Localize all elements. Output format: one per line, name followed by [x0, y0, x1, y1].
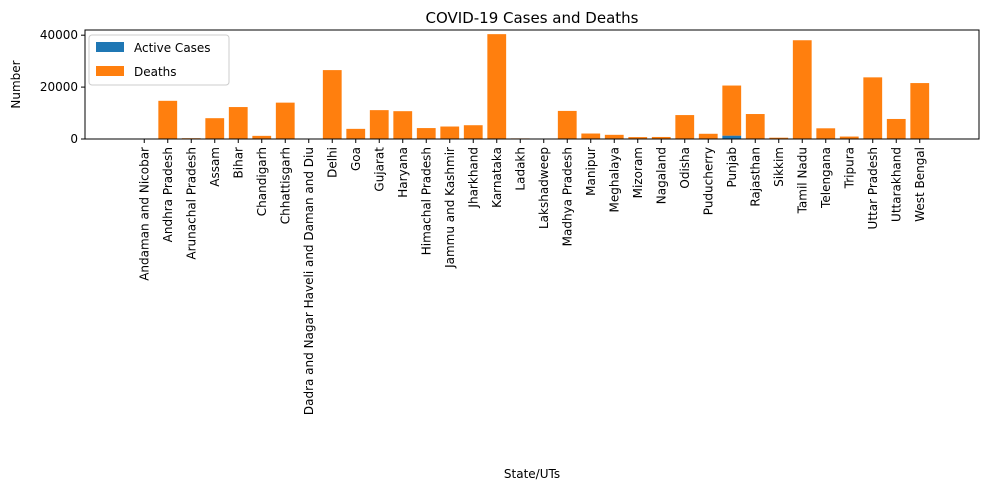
chart-title: COVID-19 Cases and Deaths — [426, 9, 639, 27]
x-tick-label: Madhya Pradesh — [560, 147, 574, 246]
x-tick-label: Chandigarh — [255, 147, 269, 216]
x-tick-label: Puducherry — [701, 147, 715, 215]
x-tick-label: Bihar — [231, 147, 245, 179]
x-tick-label: Assam — [208, 147, 222, 187]
bar-deaths-tripura — [839, 136, 859, 139]
x-tick-label: Uttarakhand — [889, 147, 903, 222]
bar-deaths-west-bengal — [910, 83, 930, 139]
bar-deaths-puducherry — [698, 133, 718, 139]
x-tick-label: Meghalaya — [607, 147, 621, 212]
bar-deaths-andhra-pradesh — [158, 100, 178, 139]
y-axis-ticks: 0 20000 40000 — [40, 28, 85, 146]
bar-deaths-sikkim — [769, 137, 789, 139]
legend-label-active-cases: Active Cases — [134, 41, 211, 55]
x-tick-label: Manipur — [584, 147, 598, 196]
x-tick-label: Jammu and Kashmir — [443, 147, 457, 269]
x-tick-label: West Bengal — [913, 147, 927, 222]
x-tick-label: Lakshadweep — [537, 147, 551, 229]
bars-layer — [134, 34, 930, 139]
bar-deaths-nagaland — [651, 136, 671, 139]
x-tick-label: Jharkhand — [466, 147, 480, 209]
x-tick-label: Arunachal Pradesh — [184, 147, 198, 260]
x-tick-label: Tamil Nadu — [795, 147, 809, 214]
x-tick-label: Andaman and Nicobar — [137, 147, 151, 281]
bar-deaths-chandigarh — [252, 135, 272, 139]
bar-deaths-uttar-pradesh — [863, 77, 883, 139]
bar-deaths-manipur — [581, 133, 601, 139]
x-axis-label: State/UTs — [504, 467, 560, 481]
bar-deaths-chhattisgarh — [275, 102, 295, 139]
bar-deaths-jharkhand — [463, 125, 483, 139]
plot-frame — [84, 29, 980, 140]
bar-deaths-telengana — [816, 128, 836, 139]
legend-swatch-active-cases — [96, 42, 124, 52]
bar-deaths-tamil-nadu — [792, 40, 812, 139]
x-tick-label: Delhi — [325, 147, 339, 178]
bar-active-cases-punjab — [722, 135, 742, 139]
x-axis-ticks: Andaman and Nicobar Andhra Pradesh Arunach… — [137, 139, 927, 415]
bar-deaths-karnataka — [487, 34, 507, 139]
x-tick-label: Gujarat — [372, 147, 386, 192]
bar-deaths-haryana — [393, 111, 413, 139]
bar-deaths-rajasthan — [745, 114, 765, 139]
bar-deaths-mizoram — [628, 137, 648, 139]
bar-deaths-madhya-pradesh — [557, 110, 577, 139]
x-tick-label: Punjab — [725, 147, 739, 188]
x-tick-label: Andhra Pradesh — [161, 147, 175, 242]
x-tick-label: Chhattisgarh — [278, 147, 292, 224]
x-tick-label: Rajasthan — [748, 147, 762, 207]
bar-deaths-meghalaya — [604, 134, 624, 139]
x-tick-label: Dadra and Nagar Haveli and Daman and Diu — [302, 147, 316, 415]
bar-deaths-odisha — [675, 115, 695, 139]
x-tick-label: Tripura — [842, 147, 856, 189]
bar-deaths-punjab — [722, 85, 742, 136]
x-tick-label: Goa — [349, 147, 363, 171]
bar-deaths-gujarat — [369, 110, 389, 139]
y-tick-label: 40000 — [40, 28, 78, 42]
x-tick-label: Telengana — [819, 147, 833, 209]
legend-label-deaths: Deaths — [134, 65, 177, 79]
x-tick-label: Mizoram — [631, 147, 645, 198]
x-tick-label: Ladakh — [513, 147, 527, 191]
x-tick-label: Sikkim — [772, 147, 786, 187]
x-tick-label: Odisha — [678, 147, 692, 189]
bar-deaths-uttarakhand — [886, 118, 906, 139]
bar-deaths-jammu-and-kashmir — [440, 126, 460, 139]
bar-deaths-himachal-pradesh — [416, 128, 436, 139]
bar-deaths-bihar — [228, 107, 248, 139]
x-tick-label: Himachal Pradesh — [419, 147, 433, 255]
bar-deaths-assam — [205, 118, 225, 139]
x-tick-label: Haryana — [396, 147, 410, 198]
y-tick-label: 0 — [70, 132, 78, 146]
x-tick-label: Karnataka — [490, 147, 504, 208]
y-tick-label: 20000 — [40, 80, 78, 94]
x-tick-label: Uttar Pradesh — [866, 147, 880, 229]
x-tick-label: Nagaland — [654, 147, 668, 204]
bar-deaths-goa — [346, 128, 366, 139]
legend-swatch-deaths — [96, 66, 124, 76]
bar-deaths-delhi — [322, 70, 342, 139]
legend: Active Cases Deaths — [88, 34, 230, 86]
y-axis-label: Number — [9, 60, 23, 108]
